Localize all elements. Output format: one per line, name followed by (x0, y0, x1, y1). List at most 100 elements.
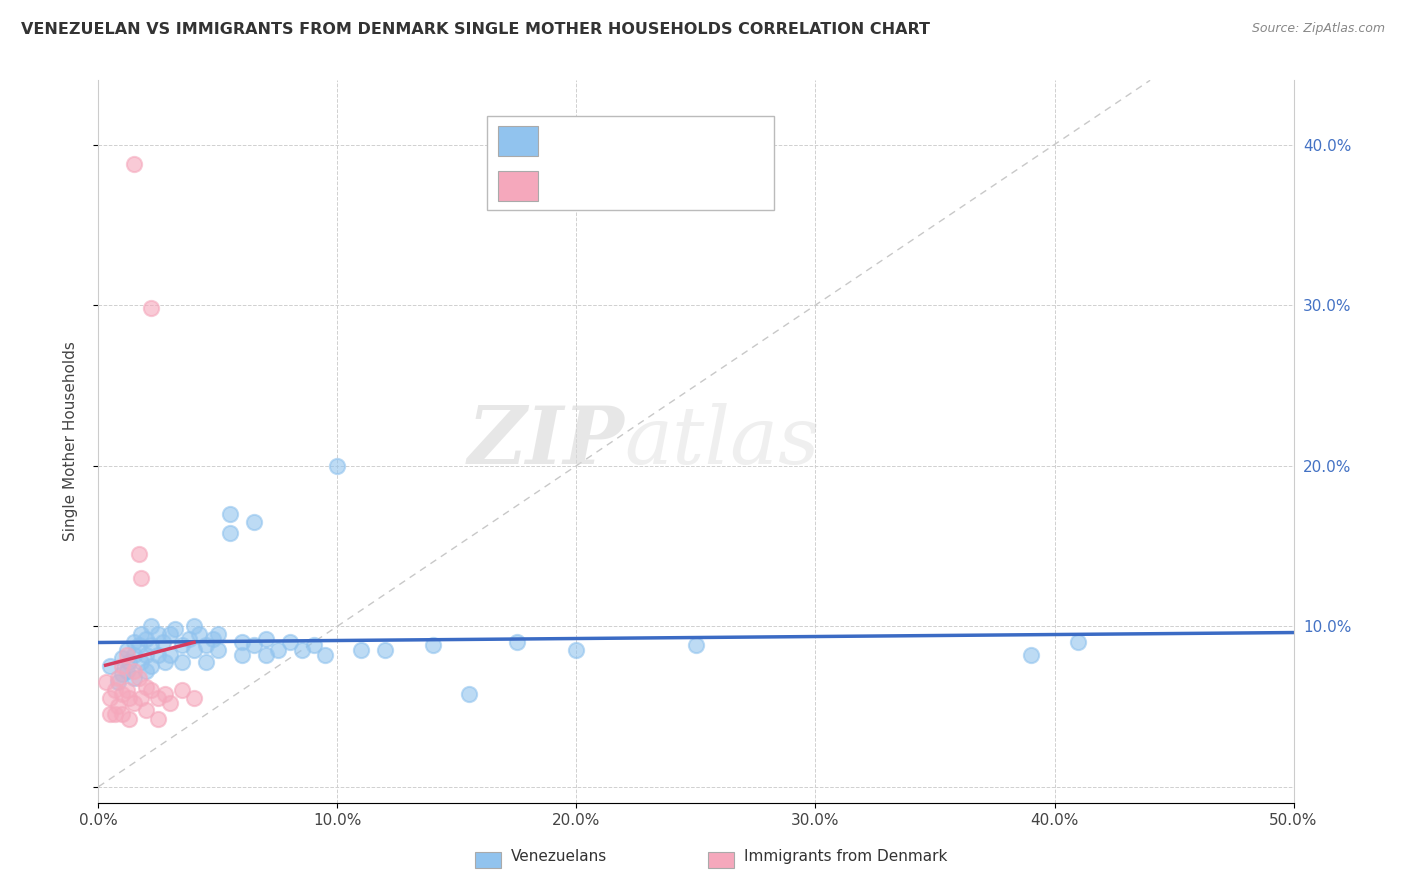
Point (565, 643, 588, 657)
Point (124, 696, 146, 710)
Point (219, 507, 242, 521)
Point (159, 696, 181, 710)
Point (94, 675, 117, 690)
Point (183, 643, 205, 657)
Point (163, 623, 186, 637)
Point (148, 691, 170, 706)
Point (172, 683, 194, 698)
Text: Source: ZipAtlas.com: Source: ZipAtlas.com (1251, 22, 1385, 36)
Point (219, 526, 242, 541)
Point (98, 691, 122, 706)
Point (172, 655, 194, 669)
Point (139, 683, 162, 698)
Point (131, 655, 153, 669)
Point (302, 639, 325, 653)
Point (135, 632, 157, 646)
Point (107, 699, 129, 714)
Point (152, 635, 174, 649)
Point (350, 643, 373, 657)
Point (107, 675, 129, 690)
Point (124, 671, 146, 685)
Point (179, 632, 201, 646)
Point (326, 458, 349, 473)
Point (202, 632, 225, 646)
Point (183, 691, 205, 706)
Point (187, 627, 209, 641)
Point (506, 635, 529, 649)
Point (135, 680, 157, 694)
Point (124, 635, 146, 649)
Point (111, 667, 134, 681)
Point (118, 655, 141, 669)
Point (155, 655, 177, 669)
Point (111, 707, 134, 722)
Point (148, 648, 170, 662)
Point (1067, 635, 1090, 649)
Point (124, 648, 146, 662)
Point (243, 515, 266, 529)
Point (111, 651, 134, 665)
Point (139, 301, 162, 316)
Point (131, 691, 153, 706)
Point (118, 712, 141, 726)
Text: VENEZUELAN VS IMMIGRANTS FROM DENMARK SINGLE MOTHER HOUSEHOLDS CORRELATION CHART: VENEZUELAN VS IMMIGRANTS FROM DENMARK SI… (21, 22, 931, 37)
Point (107, 671, 129, 685)
Point (207, 643, 229, 657)
Point (291, 643, 314, 657)
Y-axis label: Single Mother Households: Single Mother Households (63, 342, 77, 541)
Point (115, 664, 138, 678)
Point (128, 547, 150, 561)
Text: Immigrants from Denmark: Immigrants from Denmark (744, 849, 948, 864)
Point (315, 648, 337, 662)
Point (155, 687, 177, 701)
Point (115, 643, 138, 657)
Point (159, 648, 181, 662)
Text: atlas: atlas (624, 403, 820, 480)
Point (231, 635, 253, 649)
Point (111, 687, 134, 701)
Point (115, 648, 138, 662)
Point (267, 643, 290, 657)
Point (135, 648, 157, 662)
Point (104, 683, 127, 698)
Point (148, 712, 170, 726)
Point (148, 627, 170, 641)
Point (195, 655, 218, 669)
Point (207, 627, 229, 641)
Point (458, 687, 481, 701)
Point (124, 157, 146, 171)
Point (183, 619, 205, 633)
Point (254, 648, 277, 662)
Point (243, 639, 266, 653)
Point (128, 639, 150, 653)
Point (195, 639, 218, 653)
Point (422, 639, 444, 653)
Point (159, 627, 181, 641)
Point (131, 627, 153, 641)
FancyBboxPatch shape (475, 852, 501, 868)
Point (139, 619, 162, 633)
Point (98, 659, 122, 673)
FancyBboxPatch shape (709, 852, 734, 868)
Point (1019, 648, 1042, 662)
Point (139, 659, 162, 673)
Point (135, 664, 157, 678)
Point (118, 691, 141, 706)
Point (98, 707, 122, 722)
Point (104, 707, 127, 722)
Text: Venezuelans: Venezuelans (510, 849, 607, 864)
Point (231, 648, 253, 662)
Point (124, 664, 146, 678)
Point (111, 659, 134, 673)
Point (115, 683, 138, 698)
Point (128, 671, 150, 685)
Point (131, 571, 153, 585)
Point (685, 639, 707, 653)
Point (172, 639, 194, 653)
Point (278, 635, 301, 649)
Point (135, 703, 157, 717)
Text: ZIP: ZIP (467, 403, 624, 480)
Point (374, 643, 396, 657)
Point (139, 639, 162, 653)
Point (254, 632, 277, 646)
